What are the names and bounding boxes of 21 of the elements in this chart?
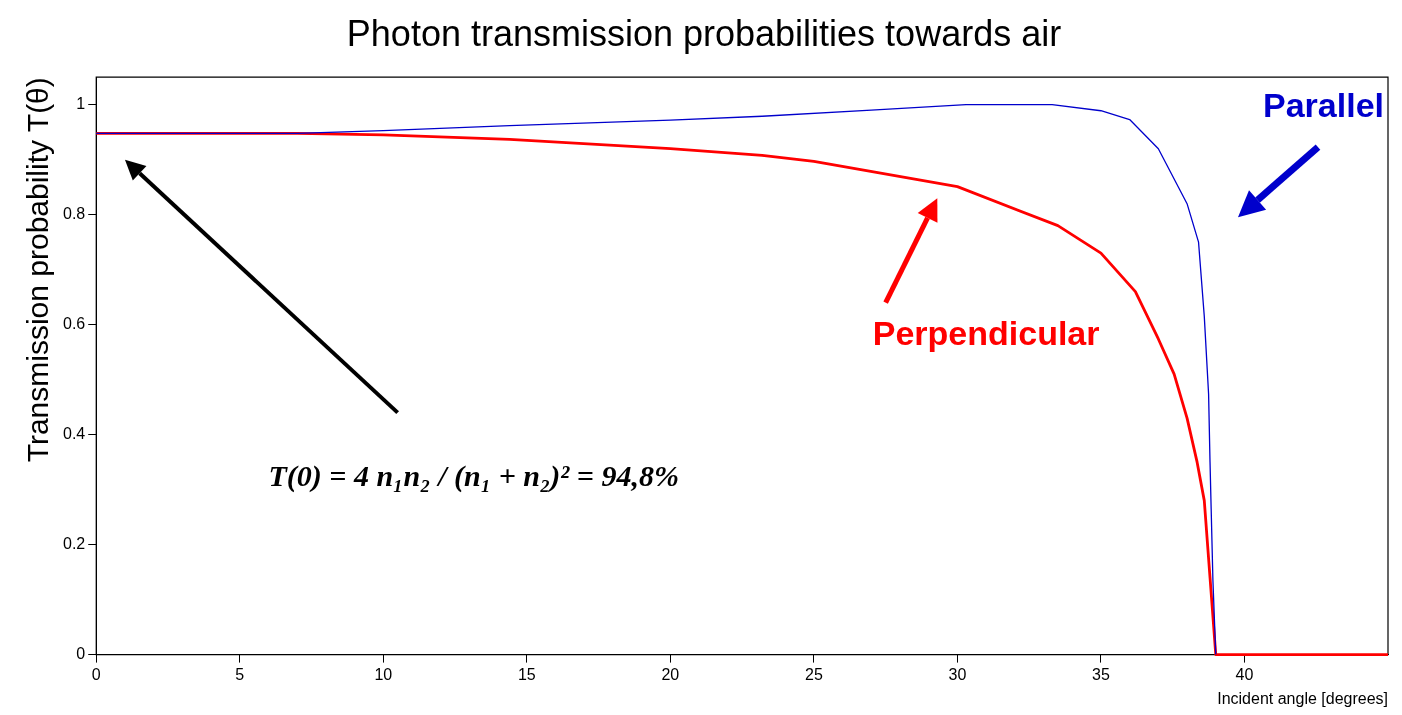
x-tick-label: 30 [948,665,967,683]
x-tick-label: 0 [91,665,101,683]
y-tick-label: 0 [76,645,86,663]
x-tick-label: 35 [1092,665,1110,683]
series-label: Perpendicular [872,314,1100,353]
x-tick-label: 15 [517,665,536,683]
y-axis-title: Transmission probability T(θ) [21,77,55,463]
chart-title: Photon transmission probabilities towards air [346,12,1062,54]
x-tick-label: 25 [804,665,823,683]
annotation: T(0) = 4 n₁n₂ / (n₁ + n₂)² = 94,8% [268,459,679,494]
x-tick-label: 10 [374,665,393,683]
y-tick-label: 0.6 [62,315,86,333]
x-tick-label: 20 [661,665,680,683]
x-tick-label: 40 [1235,665,1254,683]
x-tick-label: 5 [235,665,245,683]
text: Parallel [1263,85,1384,124]
x-axis-title: Incident angle [degrees] [1217,689,1388,707]
y-tick-label: 0.8 [62,205,86,223]
y-tick-label: 0.2 [62,535,86,553]
y-tick-label: 0.4 [62,425,86,443]
y-tick-label: 1 [76,95,86,113]
